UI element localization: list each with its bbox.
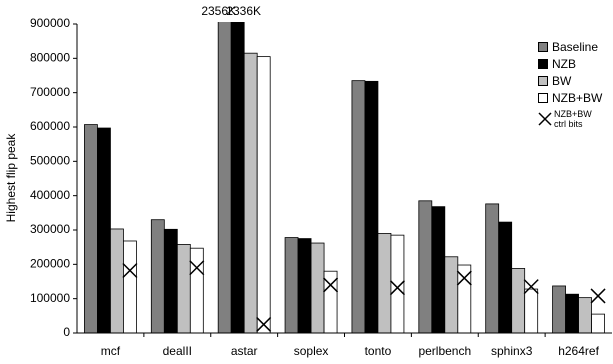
legend: Baseline NZB BW NZB+BW NZB+BW ctrl bits [538,38,602,132]
bar [498,221,513,334]
legend-swatch [538,75,548,86]
bar [511,268,526,334]
legend-item: NZB+BW [538,89,602,106]
bar [150,219,165,334]
bar [565,293,579,334]
y-tick-label: 800000 [30,51,70,65]
y-tick-label: 100000 [30,291,70,305]
y-tick-label: 200000 [30,257,70,271]
y-axis-label: Highest flip peak [4,133,18,223]
bar [591,313,605,334]
x-marker [323,277,339,293]
x-marker [523,279,539,295]
legend-swatch [538,41,548,52]
bar [243,52,258,334]
value-label: 2356K [201,4,236,18]
x-marker [189,260,205,276]
y-tick-label: 300000 [30,222,70,236]
legend-item: NZB+BW ctrl bits [538,106,602,132]
bar [297,238,312,334]
y-tick-label: 700000 [30,85,70,99]
bar [552,285,566,334]
bar [97,127,111,334]
bar [163,228,178,334]
bar [217,22,232,334]
legend-item: NZB [538,55,602,72]
x-tick-label: tonto [365,344,392,358]
bar [351,80,366,334]
x-marker [256,316,272,332]
legend-swatch [538,92,548,103]
bar [377,233,392,334]
x-tick-label: sphinx3 [491,344,533,358]
bar [364,80,379,334]
bar [578,297,592,334]
legend-swatch [538,58,548,69]
bar [418,200,433,334]
bar [176,244,191,334]
bar [230,22,245,334]
y-tick-label: 500000 [30,154,70,168]
bar [431,206,446,334]
legend-label: Baseline [552,39,599,54]
y-tick-label: 400000 [30,188,70,202]
bar [524,288,539,334]
legend-swatch [538,112,552,126]
legend-label: NZB [552,56,576,71]
legend-label: BW [552,73,572,88]
bar [84,124,98,334]
bar [485,203,500,334]
bar [123,240,137,334]
x-tick-label: dealII [163,344,192,358]
y-tick-label: 0 [63,325,70,339]
legend-label: NZB+BW ctrl bits [554,109,592,129]
legend-item: BW [538,72,602,89]
y-tick-label: 900000 [30,16,70,30]
x-tick-label: h264ref [558,344,599,358]
x-tick-label: soplex [294,344,329,358]
x-tick-label: perlbench [418,344,471,358]
legend-label: NZB+BW [552,90,603,105]
bar [310,242,325,334]
x-marker [590,288,606,304]
bar [110,228,124,334]
legend-item: Baseline [538,38,602,55]
bar [457,264,472,334]
bar [189,247,204,334]
x-tick-label: astar [231,344,258,358]
bar [444,256,459,334]
value-label: 2336K [226,4,261,18]
x-marker [389,280,405,296]
x-tick-label: mcf [101,344,121,358]
x-marker [456,270,472,286]
y-tick-label: 600000 [30,119,70,133]
bar [256,56,271,334]
x-marker [122,262,138,279]
bar [284,237,299,334]
